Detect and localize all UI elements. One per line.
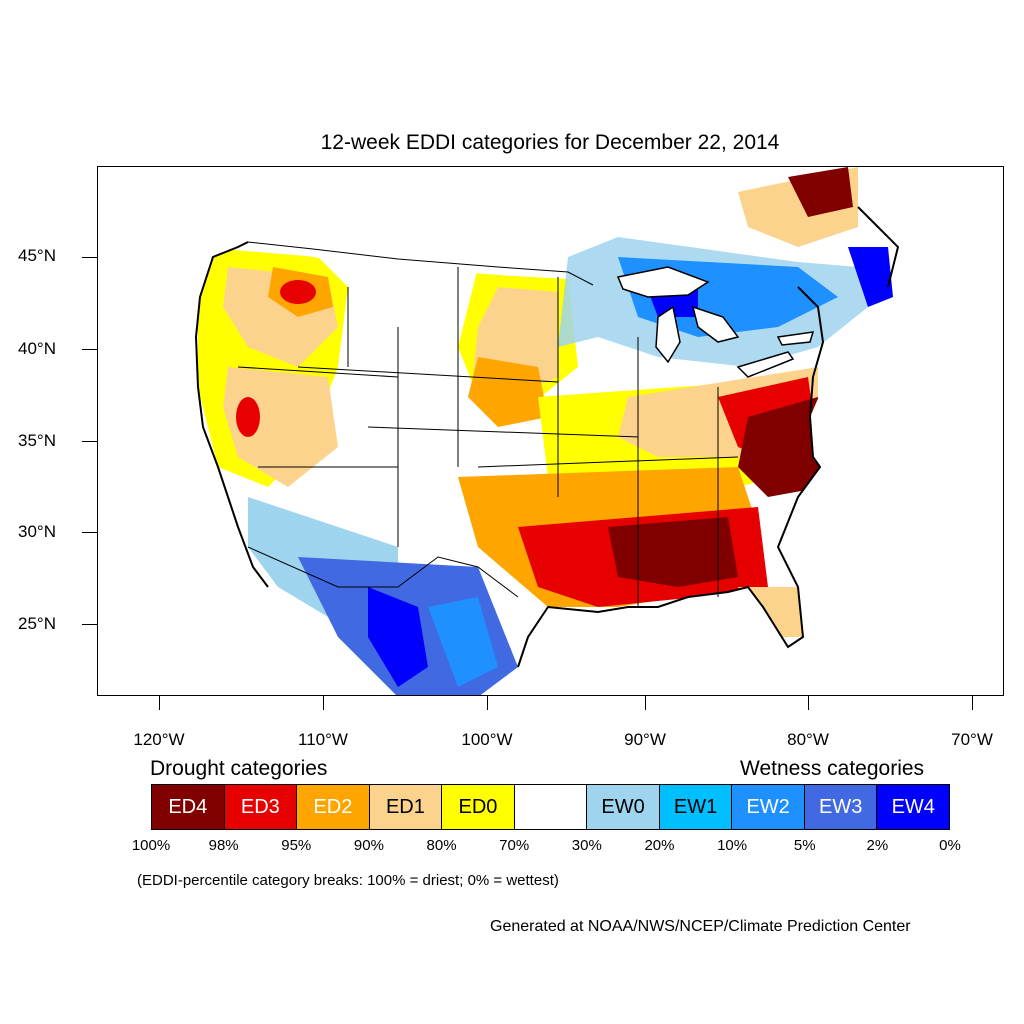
category-note: (EDDI-percentile category breaks: 100% =… [137, 872, 559, 889]
lat-tick [82, 624, 97, 625]
lon-label-120: 120°W [133, 730, 185, 749]
legend-break-label: 98% [208, 837, 239, 854]
lon-tick [487, 696, 488, 710]
legend-cell-ed0: ED0 [442, 785, 515, 829]
eddi-map [194, 167, 900, 695]
legend-break-label: 20% [644, 837, 675, 854]
lon-label-110: 110°W [298, 730, 348, 749]
legend-break-label: 10% [717, 837, 748, 854]
legend-break-label: 5% [793, 837, 816, 854]
lon-label-80: 80°W [787, 730, 829, 749]
legend-break-label: 95% [281, 837, 312, 854]
legend-break-label: 30% [571, 837, 602, 854]
legend-break-label: 100% [131, 837, 171, 854]
legend-cell-neutral [514, 785, 588, 829]
legend-cell-ew0: EW0 [587, 785, 660, 829]
legend-cell-ed2: ED2 [297, 785, 370, 829]
legend-break-label: 2% [866, 837, 889, 854]
lat-label-35: 35°N [18, 431, 56, 450]
lat-label-45: 45°N [18, 246, 56, 265]
legend-color-bar: ED4 ED3 ED2 ED1 ED0 EW0 EW1 EW2 EW3 EW4 [151, 784, 950, 830]
lat-tick [82, 441, 97, 442]
lon-label-90: 90°W [624, 730, 666, 749]
legend-break-label: 0% [939, 837, 961, 854]
lon-tick [972, 696, 973, 710]
lon-tick [323, 696, 324, 710]
legend-cell-ed3: ED3 [224, 785, 298, 829]
lon-tick [808, 696, 809, 710]
lon-tick [645, 696, 646, 710]
lat-tick [82, 257, 97, 258]
legend-cell-ew4: EW4 [877, 785, 950, 829]
lon-label-70: 70°W [951, 730, 993, 749]
legend-cell-ew2: EW2 [732, 785, 805, 829]
wetness-heading: Wetness categories [740, 757, 925, 780]
credit-line: Generated at NOAA/NWS/NCEP/Climate Predi… [490, 918, 911, 935]
lon-label-100: 100°W [461, 730, 513, 749]
lat-tick [82, 349, 97, 350]
lon-tick [159, 696, 160, 710]
drought-heading: Drought categories [150, 757, 328, 780]
lat-label-30: 30°N [18, 522, 56, 541]
legend-cell-ed1: ED1 [369, 785, 443, 829]
map-panel [97, 166, 1004, 696]
legend-cell-ew3: EW3 [804, 785, 878, 829]
lat-label-25: 25°N [18, 614, 56, 633]
legend-cell-ed4: ED4 [152, 785, 225, 829]
legend-cell-ew1: EW1 [659, 785, 733, 829]
legend-break-label: 80% [426, 837, 457, 854]
map-title: 12-week EDDI categories for December 22,… [320, 131, 780, 154]
legend-break-label: 70% [499, 837, 530, 854]
lat-tick [82, 532, 97, 533]
lat-label-40: 40°N [18, 339, 56, 358]
legend-break-label: 90% [353, 837, 384, 854]
